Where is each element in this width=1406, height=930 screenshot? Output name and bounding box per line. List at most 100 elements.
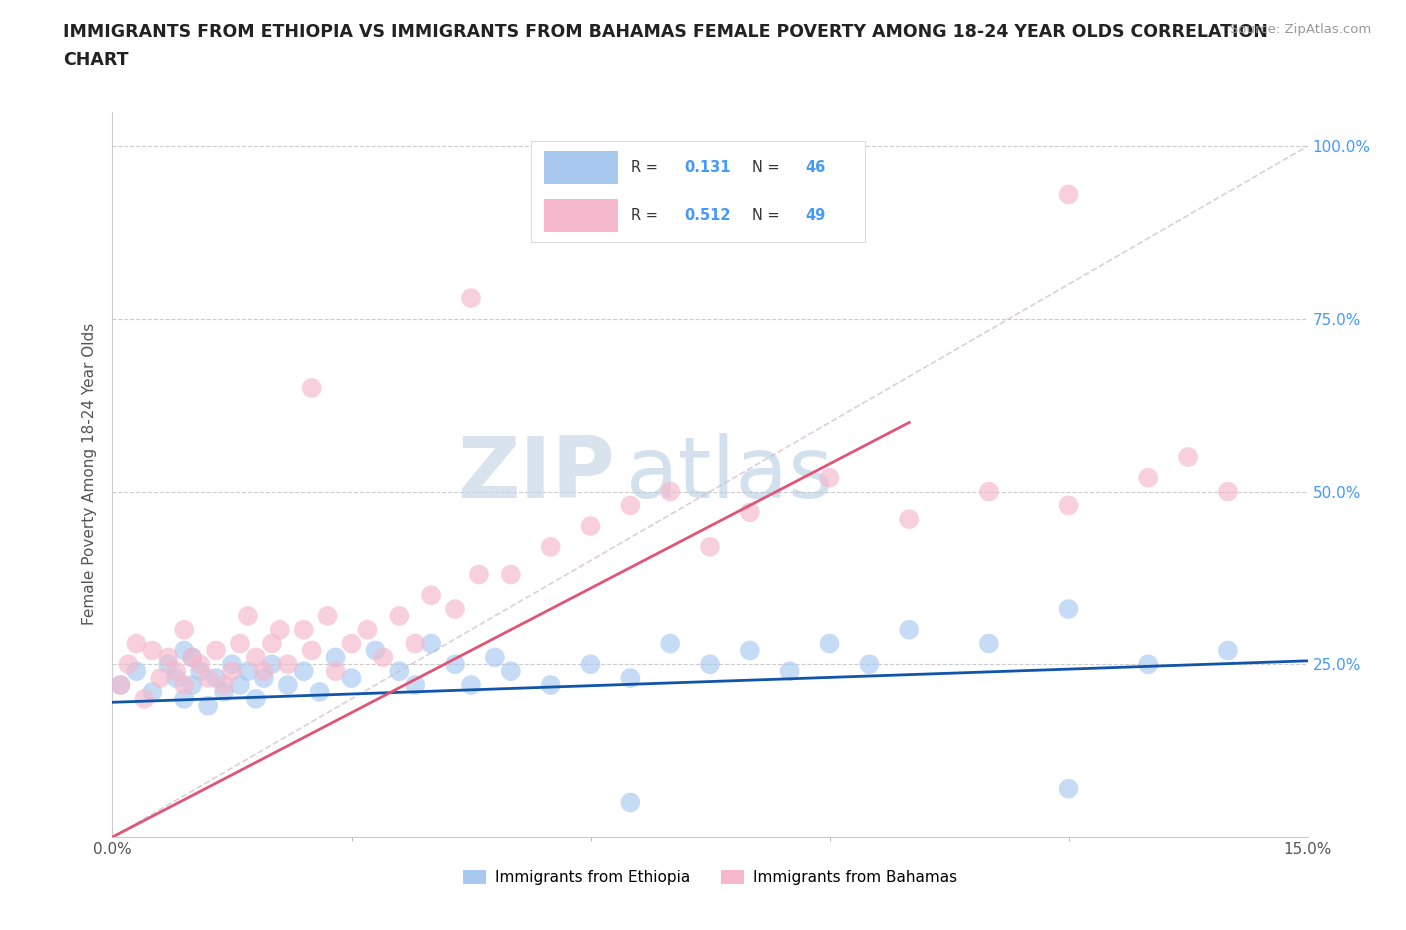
Text: CHART: CHART <box>63 51 129 69</box>
Point <box>388 664 411 679</box>
Point <box>181 650 204 665</box>
Point <box>364 643 387 658</box>
Point <box>898 512 921 526</box>
Point <box>197 698 219 713</box>
Point <box>404 678 426 693</box>
Point <box>1137 471 1160 485</box>
Point <box>444 602 467 617</box>
Point <box>253 671 276 685</box>
Point <box>205 671 228 685</box>
Point <box>468 567 491 582</box>
Point <box>165 671 187 685</box>
Point <box>157 650 180 665</box>
Point <box>699 539 721 554</box>
Text: Source: ZipAtlas.com: Source: ZipAtlas.com <box>1230 23 1371 36</box>
Point <box>420 636 443 651</box>
Point <box>373 650 395 665</box>
Point <box>579 519 602 534</box>
Point <box>221 657 243 671</box>
Point <box>269 622 291 637</box>
Point <box>1177 449 1199 464</box>
Point <box>1216 485 1239 499</box>
Point <box>659 485 682 499</box>
Point <box>181 650 204 665</box>
Point <box>125 664 148 679</box>
Point <box>173 643 195 658</box>
Legend: Immigrants from Ethiopia, Immigrants from Bahamas: Immigrants from Ethiopia, Immigrants fro… <box>457 864 963 891</box>
Point <box>173 678 195 693</box>
Point <box>619 795 641 810</box>
Point <box>818 636 841 651</box>
Point <box>444 657 467 671</box>
Point <box>1216 643 1239 658</box>
Point <box>1057 781 1080 796</box>
Point <box>340 671 363 685</box>
Point <box>229 636 252 651</box>
Y-axis label: Female Poverty Among 18-24 Year Olds: Female Poverty Among 18-24 Year Olds <box>82 324 97 626</box>
Point <box>977 485 1000 499</box>
Point <box>181 678 204 693</box>
Point <box>388 608 411 623</box>
Point <box>229 678 252 693</box>
Point <box>308 684 330 699</box>
Point <box>110 678 132 693</box>
Point <box>779 664 801 679</box>
Point <box>356 622 378 637</box>
Point <box>325 650 347 665</box>
Point <box>460 291 482 306</box>
Point <box>1137 657 1160 671</box>
Point <box>659 636 682 651</box>
Point <box>117 657 139 671</box>
Point <box>1057 602 1080 617</box>
Point <box>221 664 243 679</box>
Point <box>1057 187 1080 202</box>
Point <box>977 636 1000 651</box>
Point <box>277 657 299 671</box>
Point <box>420 588 443 603</box>
Point <box>245 691 267 706</box>
Point <box>738 505 761 520</box>
Text: ZIP: ZIP <box>457 432 614 516</box>
Text: atlas: atlas <box>627 432 834 516</box>
Point <box>579 657 602 671</box>
Point <box>212 684 235 699</box>
Point <box>197 671 219 685</box>
Point <box>818 471 841 485</box>
Point <box>540 539 562 554</box>
Point <box>212 678 235 693</box>
Point <box>484 650 506 665</box>
Point <box>141 643 163 658</box>
Point <box>340 636 363 651</box>
Point <box>277 678 299 693</box>
Point <box>260 657 283 671</box>
Point <box>236 608 259 623</box>
Point <box>858 657 880 671</box>
Point <box>173 622 195 637</box>
Point <box>1057 498 1080 512</box>
Point <box>173 691 195 706</box>
Point <box>316 608 339 623</box>
Point <box>157 657 180 671</box>
Point <box>165 664 187 679</box>
Point <box>110 678 132 693</box>
Point <box>236 664 259 679</box>
Point <box>301 643 323 658</box>
Point <box>125 636 148 651</box>
Point <box>292 622 315 637</box>
Point <box>301 380 323 395</box>
Point <box>134 691 156 706</box>
Point <box>149 671 172 685</box>
Point <box>188 664 211 679</box>
Point <box>253 664 276 679</box>
Point <box>325 664 347 679</box>
Point <box>738 643 761 658</box>
Point <box>898 622 921 637</box>
Point <box>619 671 641 685</box>
Point <box>460 678 482 693</box>
Point <box>141 684 163 699</box>
Point <box>260 636 283 651</box>
Point <box>499 567 522 582</box>
Text: IMMIGRANTS FROM ETHIOPIA VS IMMIGRANTS FROM BAHAMAS FEMALE POVERTY AMONG 18-24 Y: IMMIGRANTS FROM ETHIOPIA VS IMMIGRANTS F… <box>63 23 1268 41</box>
Point <box>540 678 562 693</box>
Point <box>404 636 426 651</box>
